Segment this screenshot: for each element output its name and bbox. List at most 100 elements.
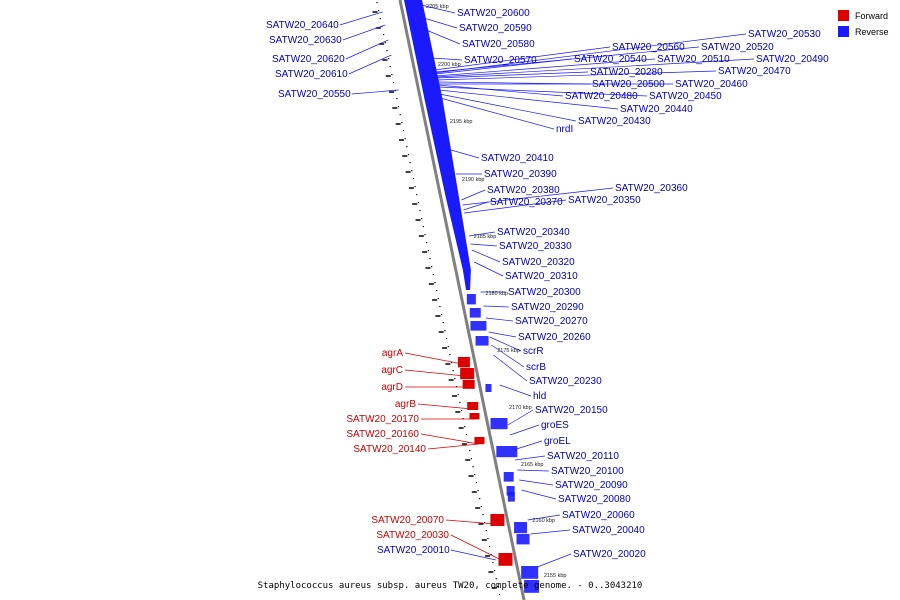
reverse-gene-band: [404, 0, 471, 290]
minor-tick: [378, 10, 380, 12]
reverse-gene-label: SATW20_20350: [568, 195, 641, 206]
legend: Forward Reverse: [838, 10, 889, 37]
reverse-gene-connector: [517, 469, 550, 472]
minor-tick: [454, 378, 456, 380]
reverse-gene-label: SATW20_20150: [535, 405, 608, 416]
reverse-gene-connector: [342, 24, 386, 41]
minor-tick: [442, 322, 444, 324]
forward-gene-feature: [469, 413, 480, 420]
reverse-gene-connector: [483, 305, 510, 308]
reverse-gene-connector: [435, 58, 656, 77]
minor-tick: [434, 282, 436, 284]
reverse-gene-connector: [485, 317, 514, 322]
minor-tick: [445, 338, 448, 340]
reverse-gene-connector: [489, 336, 522, 352]
reverse-gene-label: SATW20_20300: [508, 287, 581, 298]
forward-gene-label: agrD: [381, 382, 403, 393]
reverse-gene-label: SATW20_20390: [484, 169, 557, 180]
reverse-gene-label: SATW20_20610: [275, 69, 348, 80]
reverse-gene-label: groEL: [544, 436, 571, 447]
legend-reverse-label: Reverse: [855, 27, 889, 37]
minor-tick: [436, 290, 438, 292]
scale-mark-label: 2180 kbp: [485, 291, 508, 297]
reverse-gene-label: SATW20_20280: [590, 67, 663, 78]
forward-gene-label: agrA: [382, 348, 403, 359]
gene-features: [457, 294, 540, 593]
reverse-gene-connector: [499, 384, 532, 397]
minor-tick: [469, 450, 471, 452]
reverse-gene-label: SATW20_20090: [555, 480, 628, 491]
reverse-gene-connector: [435, 58, 755, 78]
reverse-gene-feature: [516, 534, 530, 545]
minor-tick: [474, 474, 476, 476]
reverse-gene-connector: [435, 58, 573, 75]
scale-mark-label: 2195 kbp: [450, 119, 473, 125]
reverse-gene-connector: [470, 243, 498, 247]
reverse-gene-label: SATW20_20550: [278, 89, 351, 100]
minor-tick: [490, 554, 492, 556]
reverse-gene-feature: [490, 418, 508, 430]
minor-tick: [455, 386, 458, 388]
reverse-gene-feature: [469, 308, 481, 318]
scale-mark-label: 2190 kbp: [462, 177, 485, 183]
forward-gene-feature: [498, 553, 513, 566]
reverse-gene-connector: [348, 54, 392, 75]
reverse-gene-connector: [450, 149, 480, 159]
reverse-gene-connector: [440, 97, 555, 130]
minor-tick: [427, 250, 429, 252]
minor-tick: [417, 202, 420, 204]
minor-tick: [426, 242, 428, 244]
reverse-gene-connector: [513, 440, 543, 451]
reverse-gene-label: SATW20_20410: [481, 153, 554, 164]
gene-labels: SATW20_20600 SATW20_20590 SATW20_20580 SATW…: [266, 8, 829, 560]
legend-forward-swatch: [838, 10, 849, 21]
minor-tick: [439, 306, 441, 308]
minor-tick: [497, 586, 499, 588]
minor-tick: [399, 114, 401, 116]
minor-tick: [465, 434, 468, 436]
reverse-gene-feature: [524, 580, 540, 593]
reverse-gene-label: SATW20_20040: [572, 525, 645, 536]
minor-tick: [391, 74, 393, 76]
reverse-gene-connector: [438, 89, 619, 110]
reverse-gene-connector: [437, 86, 648, 97]
forward-gene-connector: [404, 352, 463, 365]
reverse-gene-connector: [431, 57, 463, 61]
reverse-gene-label: SATW20_20060: [562, 510, 635, 521]
reverse-gene-connector: [493, 354, 528, 382]
minor-tick: [485, 530, 487, 532]
reverse-gene-connector: [491, 344, 525, 368]
reverse-gene-label: groES: [541, 420, 569, 431]
minor-tick: [419, 210, 421, 212]
reverse-gene-connector: [527, 514, 561, 521]
forward-gene-label: SATW20_20030: [376, 530, 449, 541]
minor-tick: [384, 42, 386, 44]
legend-forward-label: Forward: [855, 11, 888, 21]
reverse-gene-connector: [507, 409, 534, 426]
forward-gene-feature: [457, 357, 470, 368]
reverse-gene-label: SATW20_20370: [490, 197, 563, 208]
reverse-gene-connector: [509, 424, 540, 436]
minor-tick: [421, 218, 423, 220]
minor-tick: [487, 538, 489, 540]
minor-tick: [495, 578, 497, 580]
minor-tick: [422, 226, 424, 228]
reverse-gene-feature: [496, 446, 518, 458]
scale-mark-label: 2175 kbp: [497, 348, 520, 354]
scale-mark-label: 2170 kbp: [509, 405, 532, 411]
scale-mark-label: 2200 kbp: [438, 62, 461, 68]
reverse-gene-label: SATW20_20570: [464, 55, 537, 66]
minor-tick: [379, 18, 381, 20]
reverse-gene-connector: [423, 17, 458, 29]
forward-gene-label: agrB: [395, 399, 416, 410]
minor-tick: [429, 258, 431, 260]
forward-gene-label: SATW20_20170: [346, 414, 419, 425]
minor-tick: [457, 394, 459, 396]
reverse-gene-feature: [506, 486, 515, 496]
minor-tick: [447, 346, 449, 348]
reverse-gene-connector: [436, 70, 717, 81]
reverse-gene-label: SATW20_20560: [612, 42, 685, 53]
minor-tick: [475, 482, 477, 484]
minor-tick: [389, 66, 391, 68]
